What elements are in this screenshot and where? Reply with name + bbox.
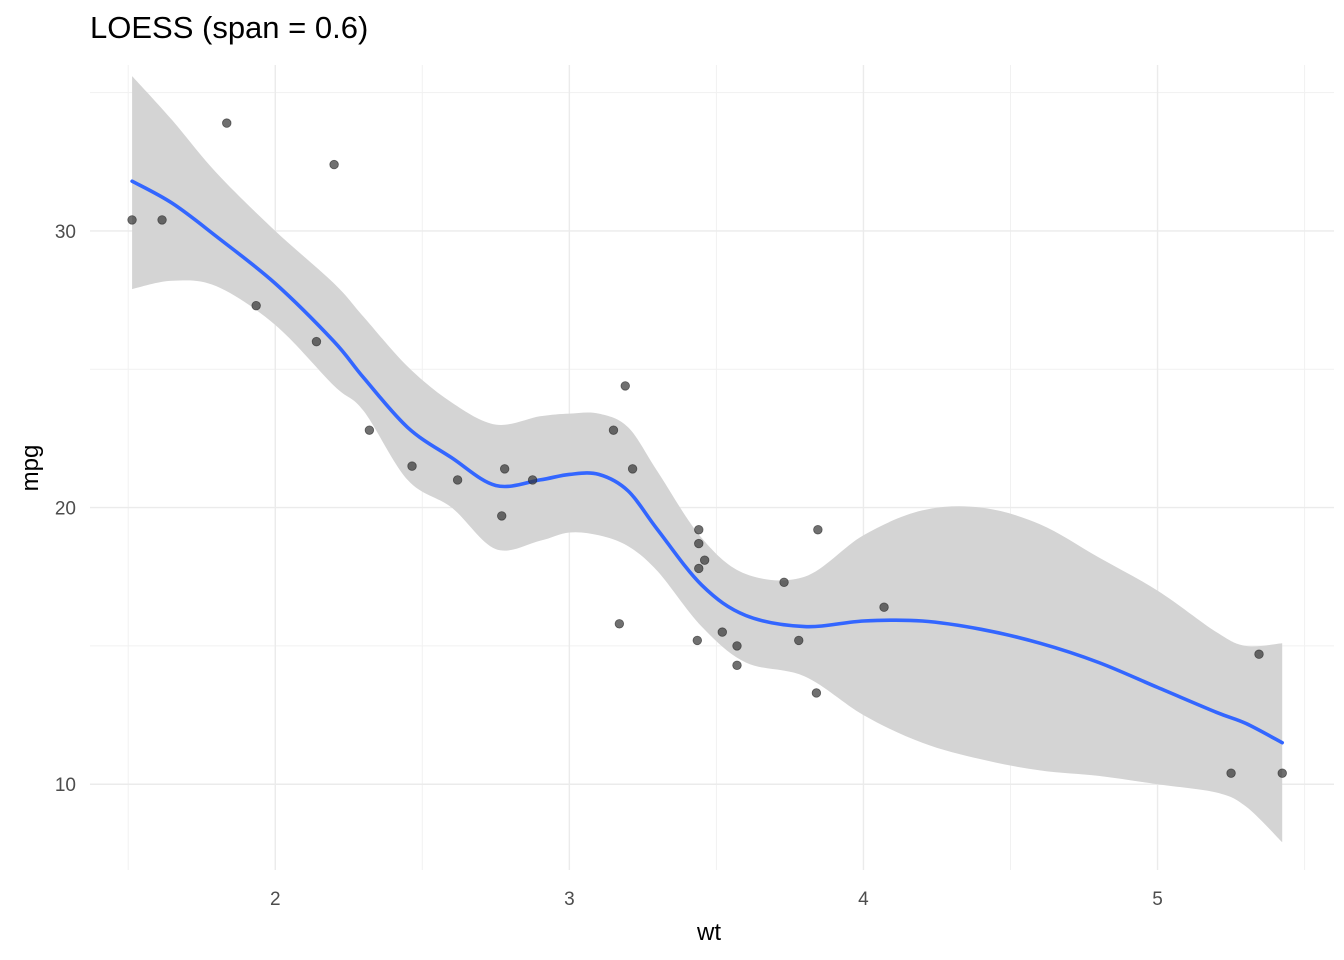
data-point — [627, 464, 638, 474]
data-point — [127, 215, 137, 225]
data-point — [794, 635, 804, 646]
data-point — [813, 525, 823, 535]
x-axis-label: wt — [696, 919, 721, 946]
data-point — [157, 215, 167, 225]
y-axis-label: mpg — [17, 445, 44, 492]
data-point — [694, 525, 704, 535]
data-point — [452, 475, 463, 485]
data-point — [251, 300, 261, 311]
data-point — [879, 602, 889, 612]
data-point — [1254, 649, 1264, 659]
loess-line-layer — [130, 179, 1284, 745]
data-point — [499, 464, 510, 474]
y-tick-label: 30 — [55, 222, 76, 243]
data-point — [1226, 768, 1236, 778]
x-tick-labels: 2 3 4 5 — [270, 889, 1163, 910]
y-tick-label: 10 — [55, 775, 76, 796]
data-point — [779, 577, 789, 588]
data-point — [364, 425, 375, 435]
chart-title: LOESS (span = 0.6) — [90, 10, 369, 45]
data-point — [694, 538, 704, 549]
data-point — [614, 619, 625, 629]
data-point — [732, 641, 742, 651]
data-point — [811, 688, 822, 698]
data-point — [717, 627, 727, 637]
data-point — [608, 425, 619, 435]
loess-line — [130, 179, 1284, 745]
data-point — [699, 555, 710, 565]
data-point — [329, 159, 339, 170]
x-tick-label: 4 — [858, 889, 869, 910]
data-point — [497, 511, 507, 521]
x-tick-label: 5 — [1152, 889, 1163, 910]
data-points-layer — [127, 118, 1287, 778]
confidence-ribbon-layer — [132, 76, 1283, 843]
confidence-ribbon — [132, 76, 1283, 843]
data-point — [407, 461, 417, 471]
data-point — [222, 118, 232, 128]
y-tick-label: 20 — [55, 499, 76, 520]
data-point — [694, 563, 704, 574]
data-point — [732, 660, 742, 670]
x-tick-label: 3 — [564, 889, 575, 910]
data-point — [527, 475, 538, 485]
data-point — [620, 381, 630, 391]
y-tick-labels: 10 20 30 — [55, 222, 76, 796]
data-point — [311, 336, 322, 347]
data-point — [1277, 768, 1287, 778]
x-tick-label: 2 — [270, 889, 281, 910]
data-point — [692, 635, 702, 646]
